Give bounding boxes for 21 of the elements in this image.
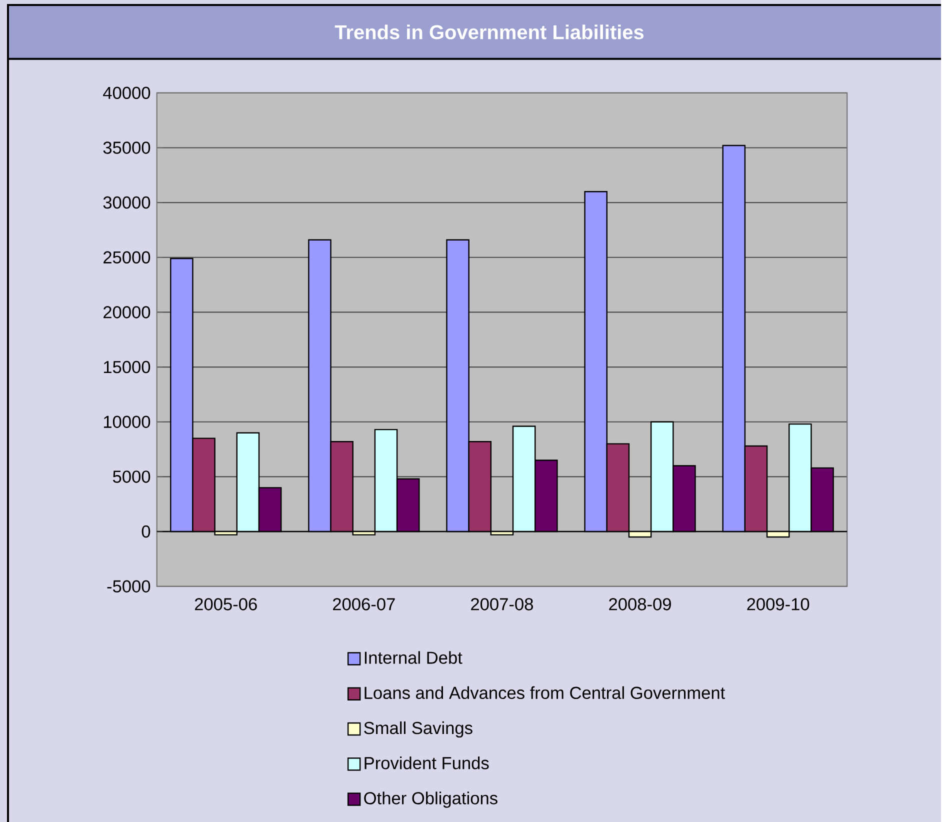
y-tick-label: 35000 [103, 142, 150, 154]
legend-label: Loans and Advances from Central Government [364, 686, 726, 699]
legend-label: Small Savings [364, 721, 472, 738]
x-tick-label: 2009-10 [747, 598, 810, 610]
x-tick-label: 2007-08 [471, 598, 533, 610]
y-tick-label: 30000 [103, 196, 150, 209]
y-tick-label: 0 [142, 525, 150, 538]
y-tick-label: 5000 [112, 470, 150, 483]
legend-label: Internal Debt [364, 651, 462, 664]
y-tick-label: 15000 [104, 360, 150, 374]
legend-label: Provident Funds [364, 756, 489, 770]
x-tick-label: 2005-06 [194, 598, 257, 610]
chart-title: Trends in Government Liabilities [334, 24, 644, 40]
x-tick-label: 2006-07 [333, 598, 395, 610]
y-tick-label: 25000 [104, 251, 150, 264]
legend-label: Other Obligations [364, 792, 498, 808]
y-tick-label: 40000 [103, 86, 150, 99]
y-tick-label: 20000 [104, 306, 150, 318]
y-tick-label: 10000 [104, 416, 150, 428]
x-tick-label: 2008-09 [609, 598, 671, 610]
y-tick-label: -5000 [107, 580, 150, 592]
